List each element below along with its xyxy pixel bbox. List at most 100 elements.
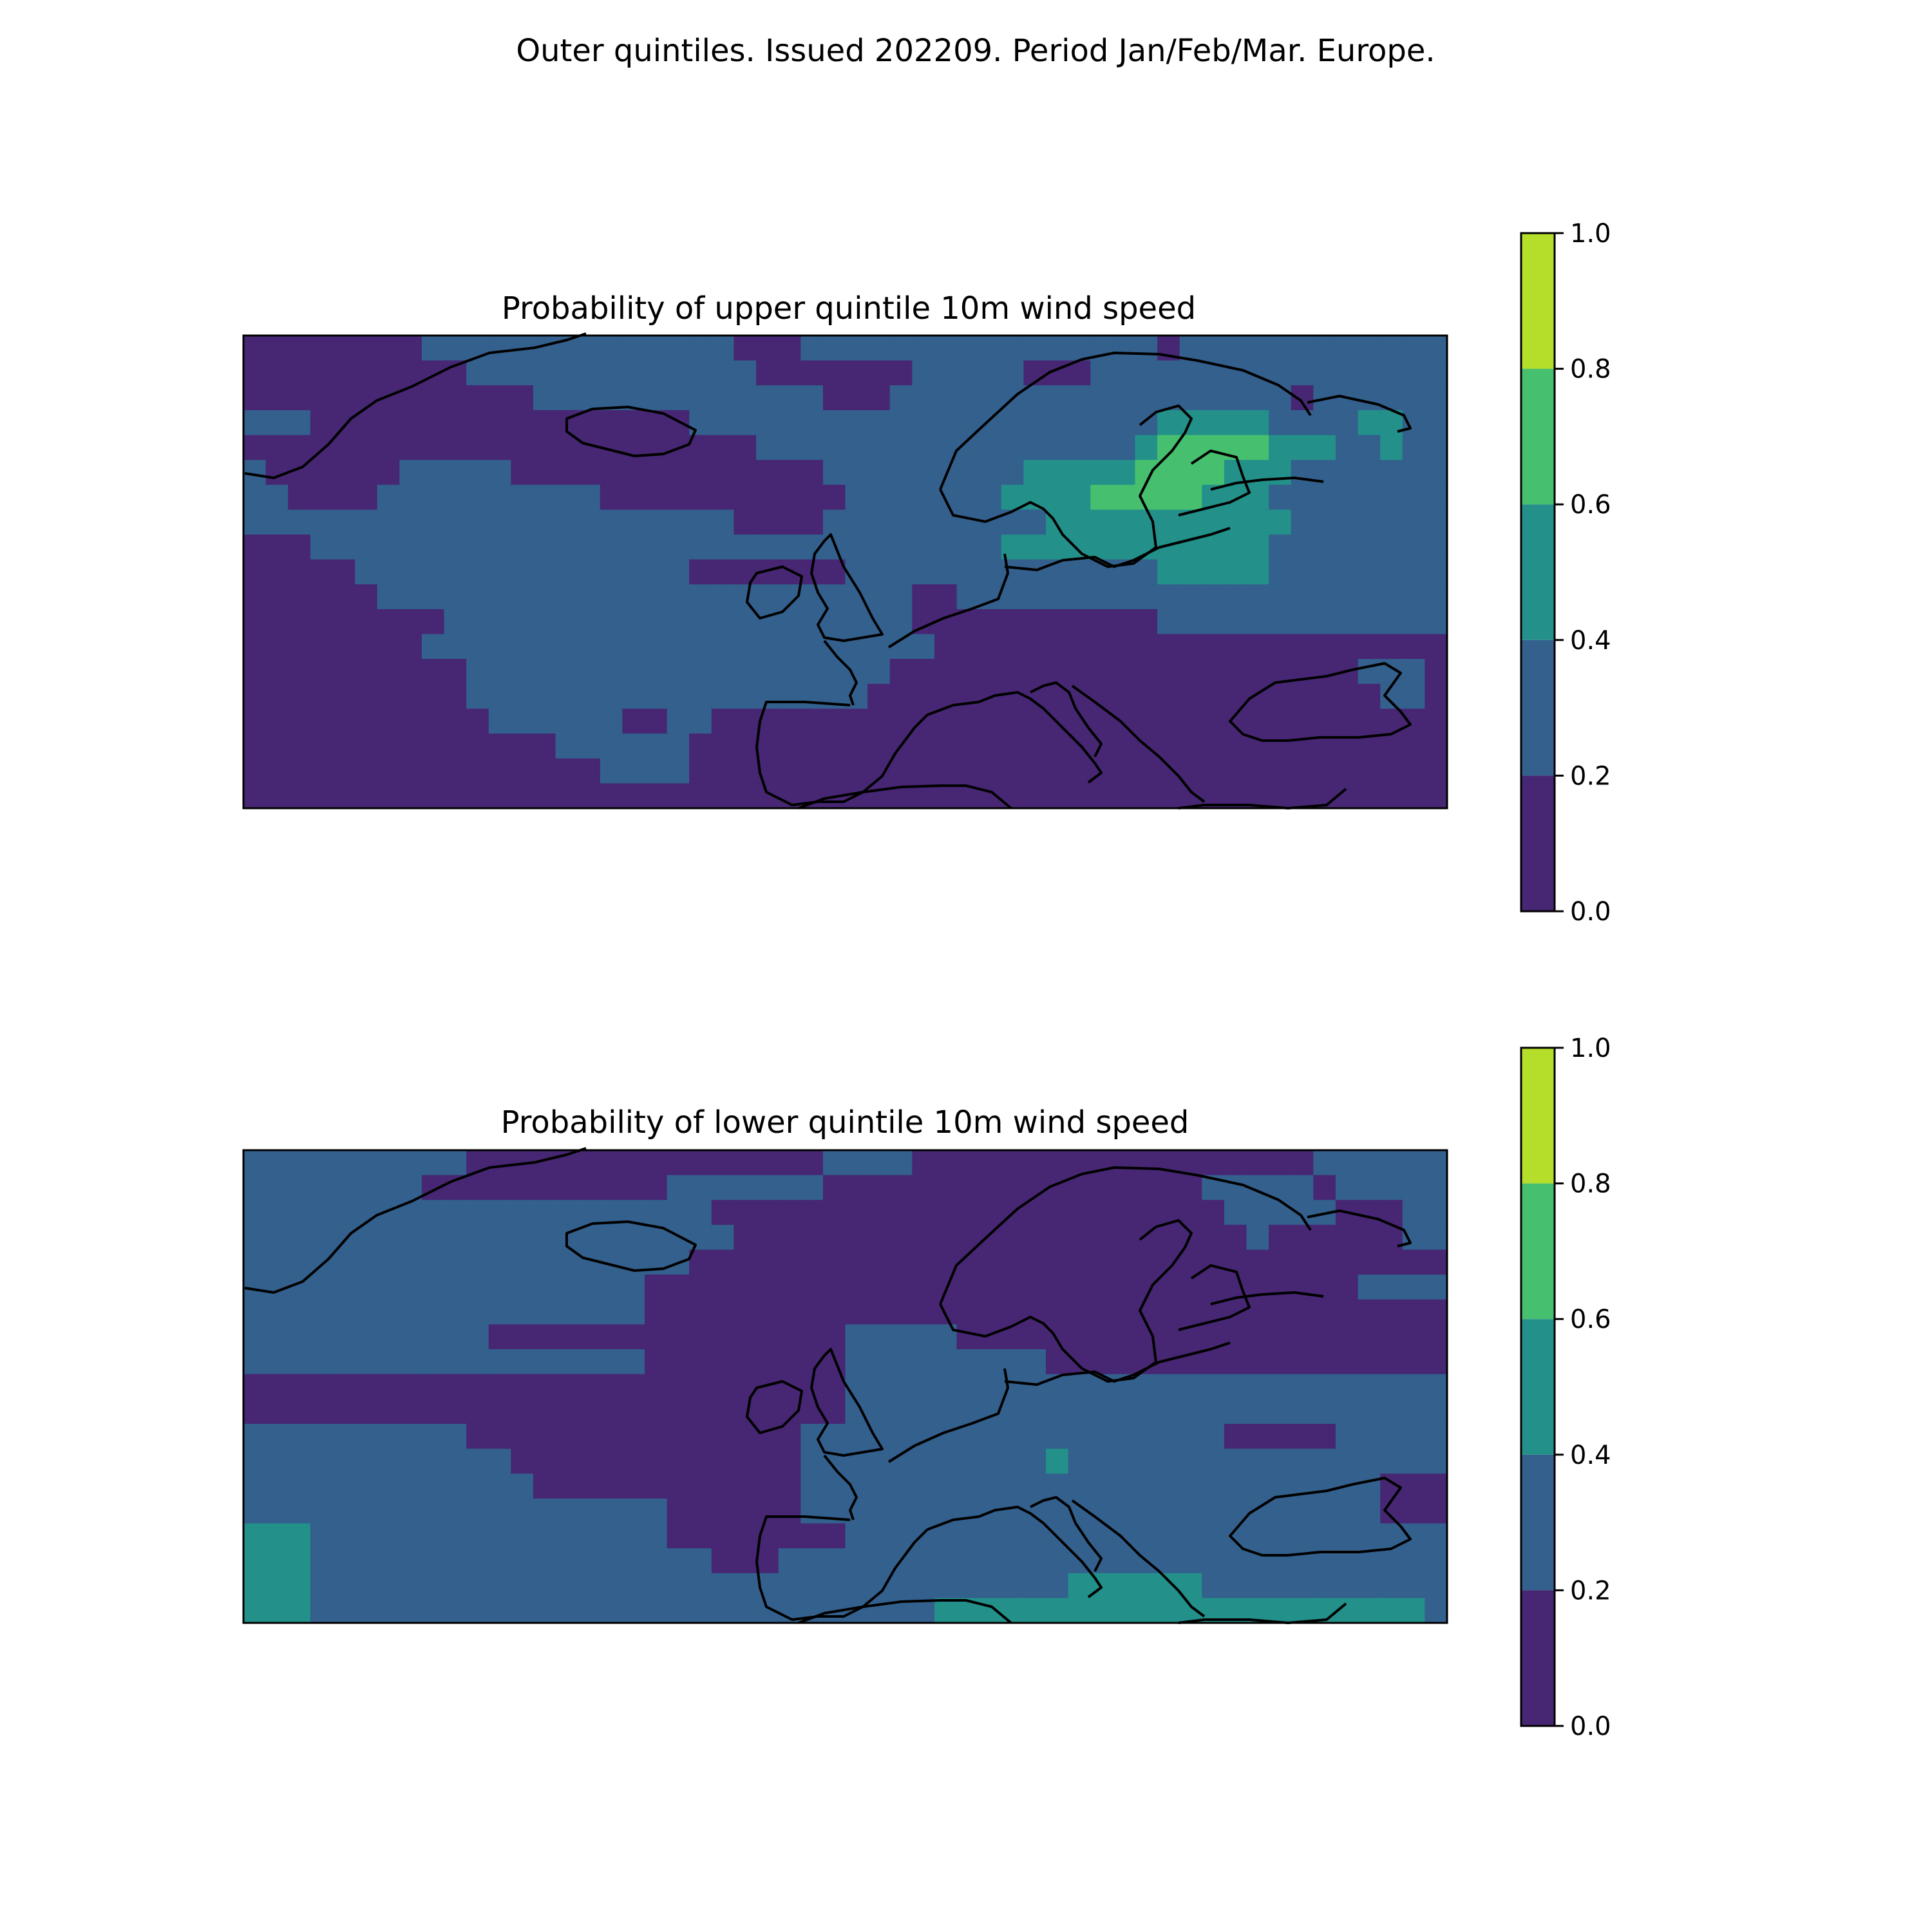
field-cell xyxy=(421,1224,445,1251)
field-cell xyxy=(934,410,958,436)
field-cell xyxy=(444,484,467,511)
field-cell xyxy=(1425,708,1448,734)
field-cell xyxy=(1402,1175,1426,1201)
field-cell xyxy=(243,1399,267,1425)
field-cell xyxy=(845,1249,868,1275)
field-cell xyxy=(1068,336,1092,361)
field-cell xyxy=(1157,783,1180,809)
field-cell xyxy=(310,559,334,585)
field-cell xyxy=(1335,758,1359,784)
field-cell xyxy=(533,460,556,486)
field-cell xyxy=(667,1274,690,1300)
field-cell xyxy=(867,584,891,610)
field-cell xyxy=(667,584,690,610)
field-cell xyxy=(288,535,311,560)
field-cell xyxy=(867,1598,891,1624)
field-cell xyxy=(1068,1573,1092,1599)
field-cell xyxy=(622,1423,645,1450)
field-cell xyxy=(867,734,891,759)
field-cell xyxy=(734,1274,757,1300)
field-cell xyxy=(377,559,401,585)
field-cell xyxy=(1046,1548,1069,1574)
field-cell xyxy=(622,1324,645,1350)
field-cell xyxy=(1380,1349,1403,1375)
field-cell xyxy=(1112,758,1136,784)
colorbar-band xyxy=(1521,1048,1555,1184)
field-cell xyxy=(1402,1573,1426,1599)
field-cell xyxy=(1112,659,1136,685)
field-cell xyxy=(889,460,913,486)
colorbar-band xyxy=(1521,504,1555,640)
field-cell xyxy=(867,1150,891,1176)
field-cell xyxy=(444,1200,467,1226)
colorbar-band xyxy=(1521,775,1555,911)
field-cell xyxy=(1179,1299,1203,1325)
field-cell xyxy=(667,509,690,535)
field-cell xyxy=(1090,535,1113,560)
field-cell xyxy=(1358,584,1381,610)
field-cell xyxy=(667,1523,690,1549)
field-cell xyxy=(488,1399,512,1425)
field-cell xyxy=(1001,435,1025,460)
field-cell xyxy=(667,410,690,436)
field-cell xyxy=(1068,783,1092,809)
field-cell xyxy=(288,1249,311,1275)
field-cell xyxy=(1269,1598,1292,1624)
field-cell xyxy=(689,535,712,560)
field-cell xyxy=(466,758,489,784)
field-cell xyxy=(600,1299,623,1325)
field-cell xyxy=(265,659,289,685)
field-cell xyxy=(332,1175,355,1201)
field-cell xyxy=(578,683,601,710)
field-cell xyxy=(822,336,846,361)
field-cell xyxy=(1112,734,1136,759)
colorbar-band xyxy=(1521,1590,1555,1726)
field-cell xyxy=(1157,484,1180,511)
field-cell xyxy=(734,1374,757,1400)
field-cell xyxy=(444,435,467,460)
field-cell xyxy=(1358,1573,1381,1599)
field-cell xyxy=(1112,484,1136,511)
field-cell xyxy=(778,435,802,460)
field-cell xyxy=(1224,336,1247,361)
field-cell xyxy=(845,1299,868,1325)
field-cell xyxy=(1358,484,1381,511)
field-cell xyxy=(265,683,289,710)
field-cell xyxy=(756,360,779,386)
field-cell xyxy=(667,1224,690,1251)
field-cell xyxy=(466,1324,489,1350)
field-cell xyxy=(1358,683,1381,710)
field-cell xyxy=(845,336,868,361)
field-cell xyxy=(1202,535,1225,560)
field-cell xyxy=(622,708,645,734)
field-cell xyxy=(332,634,355,660)
field-cell xyxy=(555,758,578,784)
field-cell xyxy=(667,1448,690,1475)
field-cell xyxy=(1157,1324,1180,1350)
field-cell xyxy=(1090,683,1113,710)
field-cell xyxy=(1090,734,1113,759)
field-cell xyxy=(956,1473,980,1499)
field-cell xyxy=(800,1150,824,1176)
field-cell xyxy=(711,758,735,784)
field-cell xyxy=(1425,535,1448,560)
field-cell xyxy=(600,659,623,685)
field-cell xyxy=(934,1598,958,1624)
field-cell xyxy=(1202,683,1225,710)
field-cell xyxy=(1291,1598,1314,1624)
field-cell xyxy=(934,509,958,535)
field-cell xyxy=(288,435,311,460)
field-cell xyxy=(822,734,846,759)
field-cell xyxy=(332,360,355,386)
field-cell xyxy=(912,1374,935,1400)
field-cell xyxy=(466,1423,489,1450)
field-cell xyxy=(466,1299,489,1325)
field-cell xyxy=(1135,559,1158,585)
field-cell xyxy=(332,1324,355,1350)
field-cell xyxy=(578,1299,601,1325)
field-cell xyxy=(734,1423,757,1450)
field-cell xyxy=(466,1448,489,1475)
field-cell xyxy=(645,1150,668,1176)
field-cell xyxy=(622,1573,645,1599)
field-cell xyxy=(1202,1548,1225,1574)
